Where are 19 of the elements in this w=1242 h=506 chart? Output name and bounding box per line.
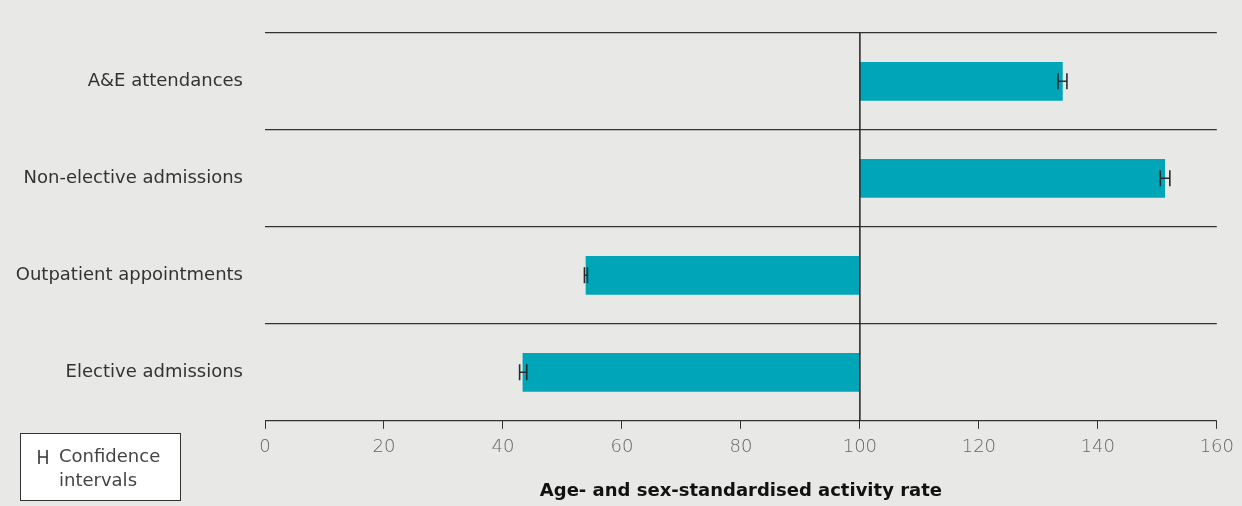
x-tick-label: 160 bbox=[1199, 435, 1234, 457]
y-tick-label: Elective admissions bbox=[65, 359, 243, 381]
y-tick-label: Non-elective admissions bbox=[23, 165, 243, 187]
bar bbox=[859, 61, 1063, 101]
y-tick-label: Outpatient appointments bbox=[15, 262, 243, 284]
bar bbox=[585, 255, 860, 295]
x-tick-label: 80 bbox=[729, 435, 753, 457]
x-tick-label: 140 bbox=[1080, 435, 1116, 457]
x-axis-title: Age- and sex-standardised activity rate bbox=[539, 478, 942, 500]
bar bbox=[522, 352, 860, 392]
x-tick-label: 40 bbox=[491, 435, 515, 457]
bar bbox=[859, 158, 1166, 198]
text: Confidence intervals bbox=[59, 444, 162, 492]
x-tick-label: 120 bbox=[961, 435, 997, 457]
x-tick-label: 60 bbox=[610, 435, 634, 457]
x-tick-label: 20 bbox=[372, 435, 396, 457]
y-tick-label: A&E attendances bbox=[87, 68, 243, 90]
x-tick-label: 0 bbox=[259, 435, 271, 457]
x-tick-label: 100 bbox=[842, 435, 878, 457]
